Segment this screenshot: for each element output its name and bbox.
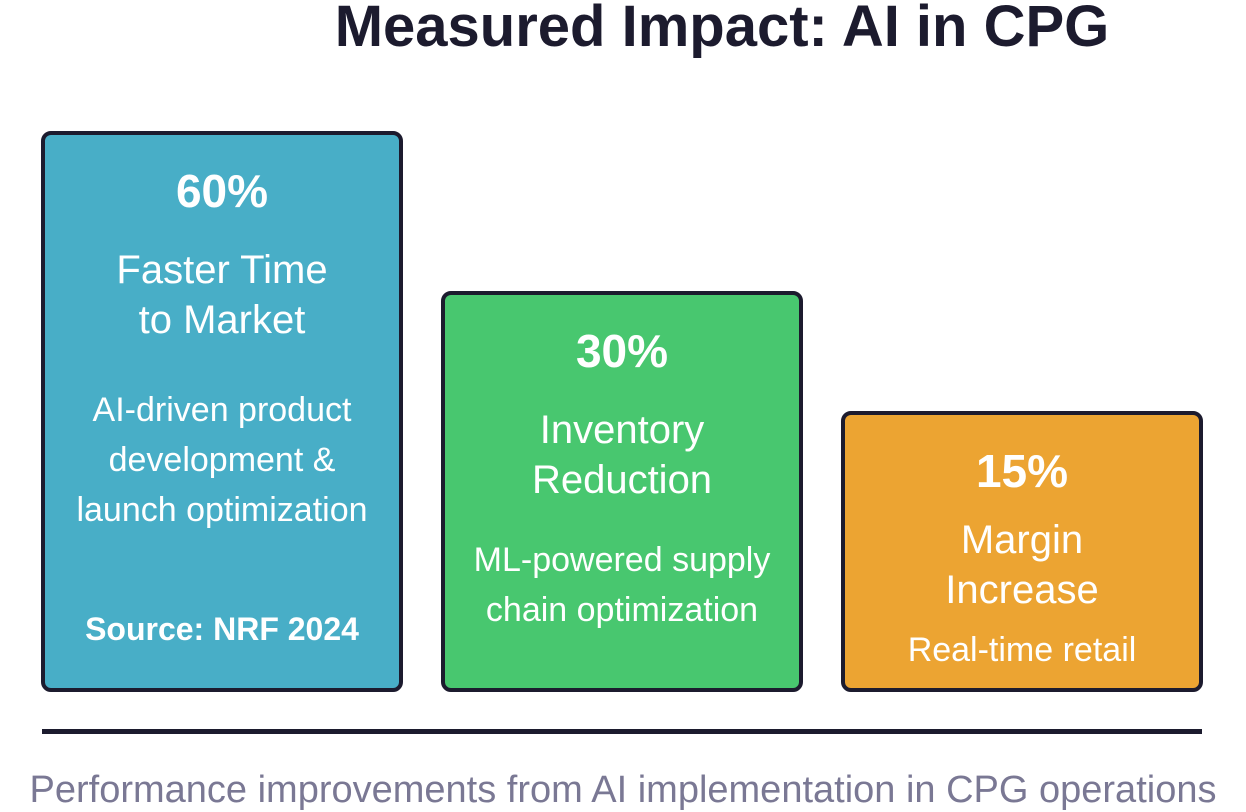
page-title: Measured Impact: AI in CPG: [334, 0, 1110, 59]
metric-card-inventory-reduction: 30% Inventory Reduction ML-powered suppl…: [441, 291, 803, 692]
metric-description-line: chain optimization: [485, 591, 759, 629]
baseline-divider: [42, 729, 1202, 734]
metric-description-line: ML-powered supply: [473, 541, 771, 579]
metric-description-line: AI-driven product: [92, 391, 352, 429]
metric-value: 30%: [575, 325, 669, 377]
metric-label-line: Inventory: [539, 408, 705, 452]
metric-description-line: Real-time retail: [907, 631, 1137, 669]
metric-description: ML-powered supply chain optimization: [445, 535, 799, 635]
metric-value: 60%: [175, 165, 269, 217]
metric-label: Faster Time to Market: [45, 245, 399, 345]
metric-label-line: to Market: [138, 298, 306, 342]
metric-value: 15%: [975, 445, 1069, 497]
metric-description-line: development &: [108, 441, 336, 479]
metric-label: Margin Increase: [845, 515, 1199, 615]
metric-label: Inventory Reduction: [445, 405, 799, 505]
metric-label-line: Margin: [960, 518, 1084, 562]
metric-card-time-to-market: 60% Faster Time to Market AI-driven prod…: [41, 131, 403, 692]
footer-caption: Performance improvements from AI impleme…: [29, 769, 1217, 811]
metric-description: AI-driven product development & launch o…: [45, 385, 399, 535]
metric-label-line: Faster Time: [116, 248, 328, 292]
source-note: Source: NRF 2024: [85, 611, 359, 647]
metric-card-margin-increase: 15% Margin Increase Real-time retail: [841, 411, 1203, 692]
metric-label-line: Reduction: [531, 458, 713, 502]
metric-label-line: Increase: [945, 568, 1099, 612]
metric-description: Real-time retail: [845, 625, 1199, 675]
metric-description-line: launch optimization: [76, 491, 368, 529]
